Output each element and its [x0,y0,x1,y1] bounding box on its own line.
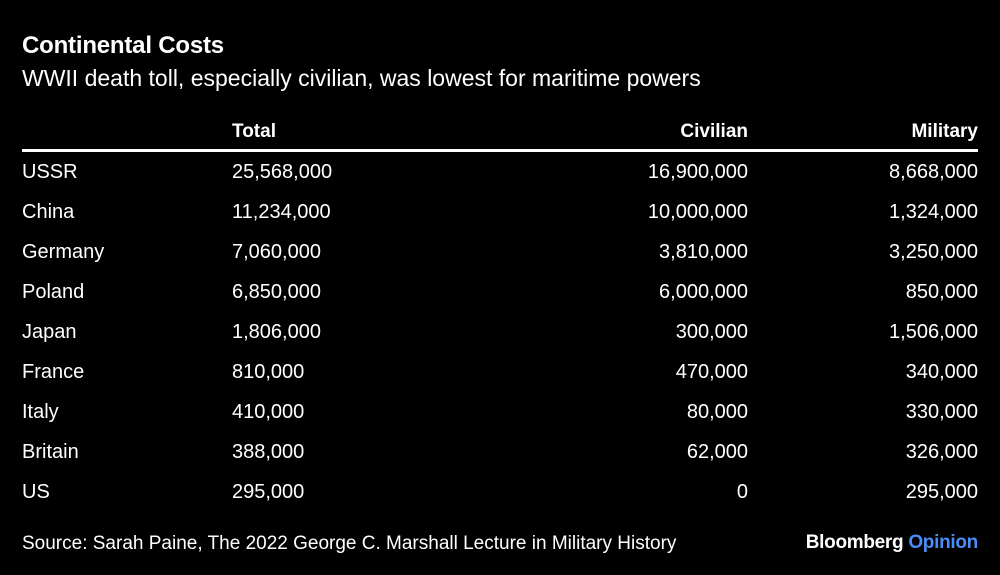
cell-military: 8,668,000 [889,160,978,183]
bloomberg-opinion-logo: Bloomberg Opinion [805,532,979,554]
source-note: Source: Sarah Paine, The 2022 George C. … [22,533,677,554]
cell-country: France [22,360,85,383]
cell-civilian: 10,000,000 [647,200,748,223]
cell-total: 295,000 [232,480,305,503]
column-header-civilian: Civilian [472,113,748,152]
cell-total: 410,000 [232,400,305,423]
cell-military: 340,000 [905,360,978,383]
cell-civilian: 300,000 [675,320,748,343]
table-row: USSR 25,568,000 16,900,000 8,668,000 [22,151,978,193]
column-header-military: Military [748,113,978,152]
cell-civilian: 62,000 [686,440,748,463]
cell-civilian: 16,900,000 [647,160,748,183]
table-row: Germany 7,060,000 3,810,000 3,250,000 [22,232,978,272]
cell-total: 11,234,000 [232,200,331,223]
cell-total: 25,568,000 [232,160,333,183]
table-row: China 11,234,000 10,000,000 1,324,000 [22,192,978,232]
cell-country: China [22,200,75,223]
cell-civilian: 80,000 [686,400,748,423]
cell-military: 3,250,000 [889,240,978,263]
cell-military: 1,324,000 [889,200,978,223]
chart-title: Continental Costs [22,32,224,59]
cell-country: Italy [22,400,59,423]
cell-civilian: 0 [736,480,748,503]
cell-total: 1,806,000 [232,320,321,343]
table-row: Britain 388,000 62,000 326,000 [22,432,978,472]
table-body: USSR 25,568,000 16,900,000 8,668,000 China 11… [22,151,978,513]
cell-military: 330,000 [905,400,978,423]
cell-total: 388,000 [232,440,305,463]
table-row: Italy 410,000 80,000 330,000 [22,392,978,432]
cell-total: 7,060,000 [232,240,321,263]
table-row: Poland 6,850,000 6,000,000 850,000 [22,272,978,312]
brand-name: Bloomberg [805,532,904,553]
cell-country: US [22,480,50,503]
cell-total: 810,000 [232,360,305,383]
cell-military: 326,000 [905,440,978,463]
cell-civilian: 470,000 [675,360,748,383]
cell-country: Germany [22,240,105,263]
chart-subtitle: WWII death toll, especially civilian, wa… [22,65,701,91]
column-header-country [22,113,232,152]
table-row: Japan 1,806,000 300,000 1,506,000 [22,312,978,352]
cell-military: 850,000 [905,280,978,303]
cell-civilian: 6,000,000 [659,280,748,303]
column-header-total: Total [232,113,472,152]
cell-country: USSR [22,160,78,183]
cell-country: Poland [22,280,85,303]
cell-country: Japan [22,320,77,343]
cell-military: 1,506,000 [889,320,978,343]
cell-civilian: 3,810,000 [659,240,748,263]
cell-country: Britain [22,440,79,463]
table-row: US 295,000 0 295,000 [22,472,978,512]
cell-total: 6,850,000 [232,280,321,303]
table-header-row: Total Civilian Military [22,113,978,152]
data-table: Total Civilian Military USSR 25,568,000 16… [22,113,978,512]
cell-military: 295,000 [905,480,978,503]
brand-section: Opinion [908,532,978,553]
table-row: France 810,000 470,000 340,000 [22,352,978,392]
